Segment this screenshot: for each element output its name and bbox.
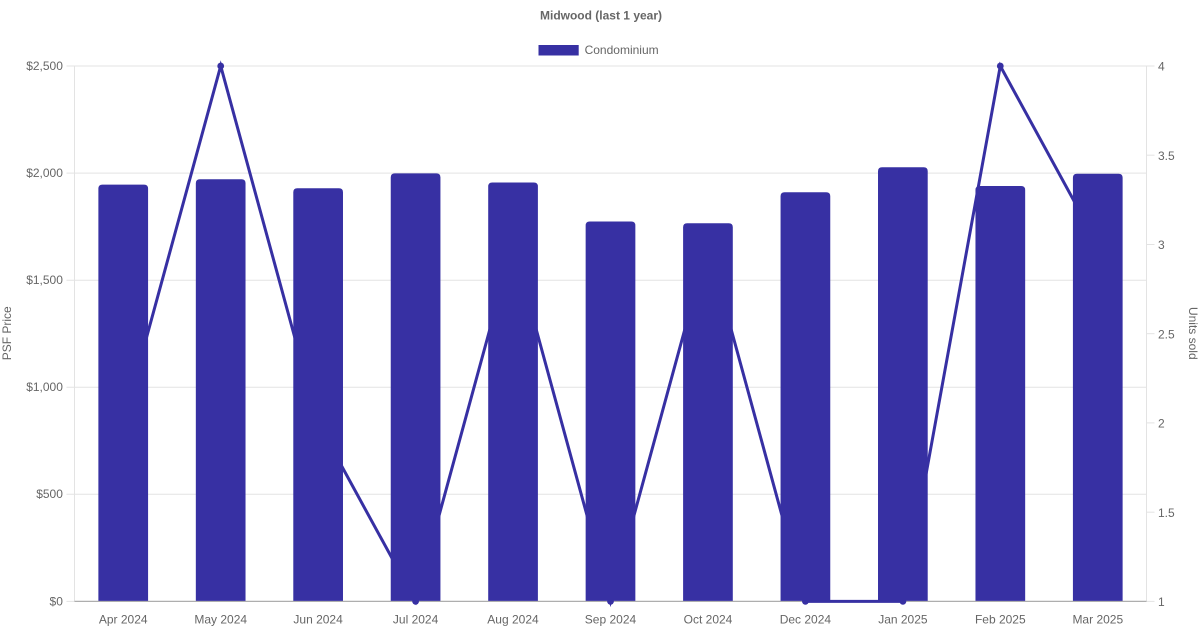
svg-text:3: 3 [1158,238,1165,252]
svg-text:Oct 2024: Oct 2024 [684,612,733,626]
svg-text:Jan 2025: Jan 2025 [878,612,928,626]
svg-text:$0: $0 [50,594,64,608]
svg-text:Apr 2024: Apr 2024 [99,612,148,626]
svg-text:$1,500: $1,500 [26,273,63,287]
svg-text:PSF Price: PSF Price [0,306,14,360]
svg-text:Units sold: Units sold [1186,307,1200,360]
svg-text:4: 4 [1158,60,1165,74]
svg-text:2.5: 2.5 [1158,327,1175,341]
svg-text:$2,000: $2,000 [26,166,63,180]
svg-text:2: 2 [1158,417,1165,431]
svg-text:Dec 2024: Dec 2024 [780,612,832,626]
svg-text:$2,500: $2,500 [26,59,63,73]
svg-text:1.5: 1.5 [1158,506,1175,520]
svg-text:Jun 2024: Jun 2024 [293,612,343,626]
svg-text:Aug 2024: Aug 2024 [487,612,539,626]
svg-text:Sep 2024: Sep 2024 [585,612,637,626]
svg-text:3.5: 3.5 [1158,149,1175,163]
svg-text:$500: $500 [36,487,63,501]
svg-text:Feb 2025: Feb 2025 [975,612,1026,626]
svg-text:1: 1 [1158,595,1165,609]
svg-text:Mar 2025: Mar 2025 [1072,612,1123,626]
svg-text:Midwood (last 1 year): Midwood (last 1 year) [540,9,662,23]
svg-text:Condominium: Condominium [585,43,659,57]
svg-text:Jul 2024: Jul 2024 [393,612,439,626]
svg-text:May 2024: May 2024 [194,612,247,626]
svg-text:$1,000: $1,000 [26,380,63,394]
